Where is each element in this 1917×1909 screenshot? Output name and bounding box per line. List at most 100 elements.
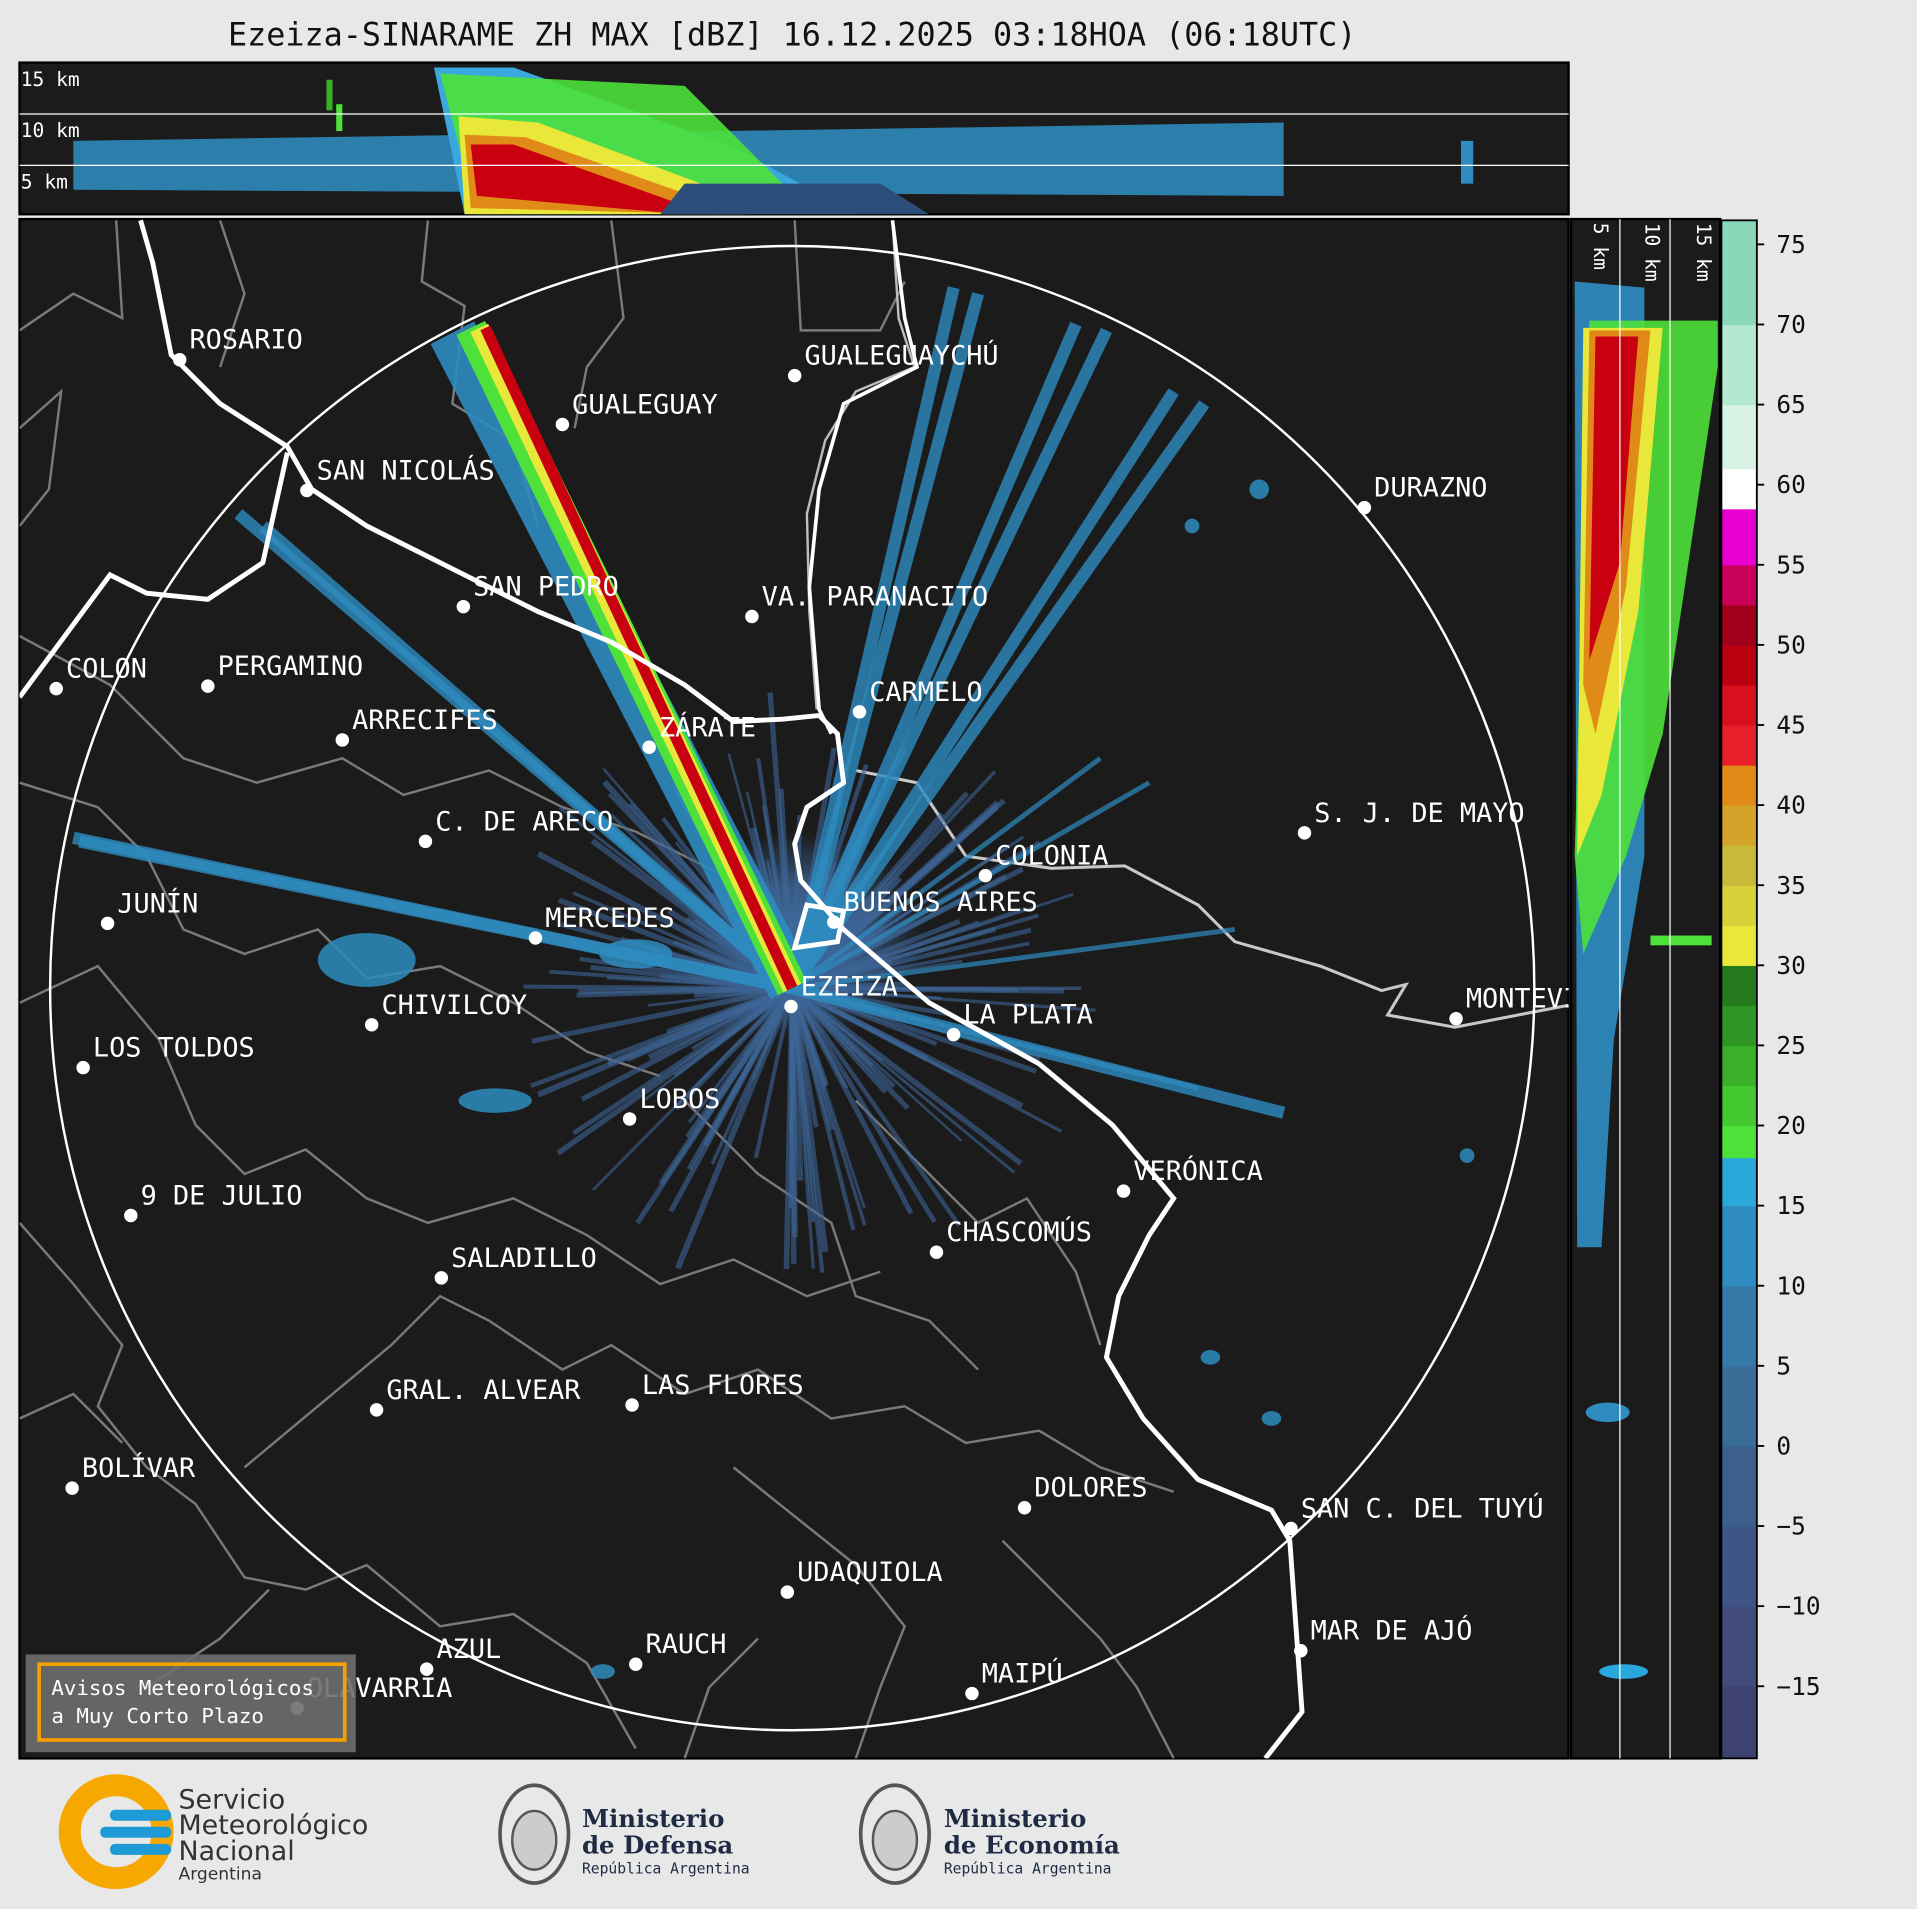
logo-text: Nacional	[178, 1836, 294, 1867]
city-label: MAR DE AJÓ	[1311, 1615, 1473, 1647]
range-ring	[48, 244, 1536, 1732]
city-label: DURAZNO	[1374, 473, 1487, 504]
city-label: SALADILLO	[451, 1243, 597, 1274]
city-dot	[201, 679, 215, 693]
echo	[791, 927, 1032, 991]
echo	[626, 986, 793, 1063]
colorbar-band	[1721, 1045, 1757, 1087]
colorbar-band	[1721, 965, 1757, 1006]
smn-logo: Servicio Meteorológico Nacional Argentin…	[58, 1774, 368, 1890]
city-dot	[946, 1027, 961, 1042]
city-label: GUALEGUAYCHÚ	[804, 340, 998, 372]
city-label: CHASCOMÚS	[946, 1216, 1092, 1248]
echo	[1261, 1411, 1282, 1426]
echo	[790, 770, 997, 990]
city-label: UDAQUIOLA	[797, 1557, 943, 1588]
city-label: GUALEGUAY	[572, 390, 718, 421]
colorbar-tick-label: 0	[1776, 1431, 1791, 1460]
city-label: MERCEDES	[545, 903, 674, 934]
colorbar-tick-label: 30	[1776, 951, 1805, 980]
colorbar-band	[1721, 1157, 1757, 1207]
colorbar-tick-label: 50	[1776, 630, 1805, 659]
colorbar-band	[1721, 1526, 1757, 1607]
city-label: CARMELO	[869, 677, 982, 708]
colorbar-tick-label: 55	[1776, 550, 1805, 579]
colorbar-band	[1721, 324, 1757, 406]
colorbar-tick-label: 60	[1776, 470, 1805, 499]
city-dot	[1297, 826, 1312, 840]
echo	[791, 892, 1074, 990]
logo-text: Argentina	[178, 1864, 261, 1884]
city-dot	[780, 1585, 795, 1599]
colorbar-band	[1721, 564, 1757, 606]
city-label: SAN C. DEL TUYÚ	[1301, 1492, 1544, 1524]
echo	[791, 780, 1151, 991]
city-label: LOBOS	[639, 1084, 720, 1115]
city-dot	[965, 1686, 979, 1701]
colorbar-band	[1721, 604, 1757, 646]
colorbar-band	[1721, 805, 1757, 846]
colorbar-band	[1721, 1005, 1757, 1047]
city-dot	[418, 834, 433, 849]
echo	[786, 327, 1112, 991]
city-dot	[1284, 1521, 1298, 1536]
city-dot	[629, 1657, 643, 1671]
height-label: 5 km	[1589, 223, 1612, 270]
echo	[783, 988, 796, 1270]
echo	[1249, 479, 1270, 500]
city-dot	[787, 368, 802, 383]
logo-text: Servicio	[178, 1784, 285, 1815]
top-echoes	[73, 67, 1474, 215]
echo	[1200, 1350, 1221, 1365]
city-label: VA. PARANACITO	[762, 581, 989, 612]
colorbar-tick-label: −15	[1776, 1672, 1820, 1701]
city-dot	[852, 705, 867, 719]
echo	[792, 985, 1064, 994]
city-dot	[978, 868, 993, 883]
city-dot	[172, 352, 187, 367]
colorbar-band	[1721, 404, 1757, 470]
city-dot	[300, 483, 314, 498]
city-label: GRAL. ALVEAR	[386, 1375, 581, 1406]
colorbar-band	[1721, 724, 1757, 766]
city-dot	[369, 1403, 384, 1417]
echo	[523, 984, 793, 991]
city-label: C. DE ARECO	[435, 806, 613, 837]
city-label: RAUCH	[646, 1629, 727, 1660]
colorbar-band	[1721, 684, 1757, 726]
colorbar-tick-label: 5	[1776, 1351, 1791, 1380]
city-dot	[784, 999, 798, 1014]
colorbar-band	[1721, 508, 1757, 566]
colorbar-band	[1721, 1285, 1757, 1367]
logo-text: Ministerio	[944, 1804, 1086, 1833]
city-dot	[419, 1662, 434, 1676]
city-dot	[642, 740, 656, 754]
city-label: ROSARIO	[189, 325, 302, 356]
colorbar-band	[1721, 765, 1757, 806]
city-label: JUNÍN	[117, 887, 198, 919]
city-dot	[1357, 500, 1372, 515]
logo-text: Meteorológico	[178, 1810, 368, 1841]
echo	[710, 987, 794, 1165]
colorbar-band	[1721, 644, 1757, 686]
logo-text: Ministerio	[582, 1804, 724, 1833]
echo	[791, 835, 1025, 990]
city-label: COLONIA	[995, 841, 1108, 872]
echo	[790, 987, 829, 1086]
echo	[531, 985, 793, 1044]
city-dot	[827, 915, 841, 929]
echo	[78, 835, 794, 995]
city-label: SAN NICOLÁS	[317, 455, 495, 487]
city-label: ZÁRATE	[659, 711, 756, 743]
city-label: LOS TOLDOS	[93, 1033, 255, 1064]
echo	[317, 933, 416, 987]
logo-text: de Economía	[944, 1831, 1120, 1860]
echo	[789, 987, 829, 1253]
border	[807, 220, 920, 735]
echo	[786, 292, 984, 990]
colorbar-band	[1721, 1205, 1757, 1287]
city-label: 9 DE JULIO	[141, 1181, 303, 1212]
city-dot	[745, 609, 759, 624]
